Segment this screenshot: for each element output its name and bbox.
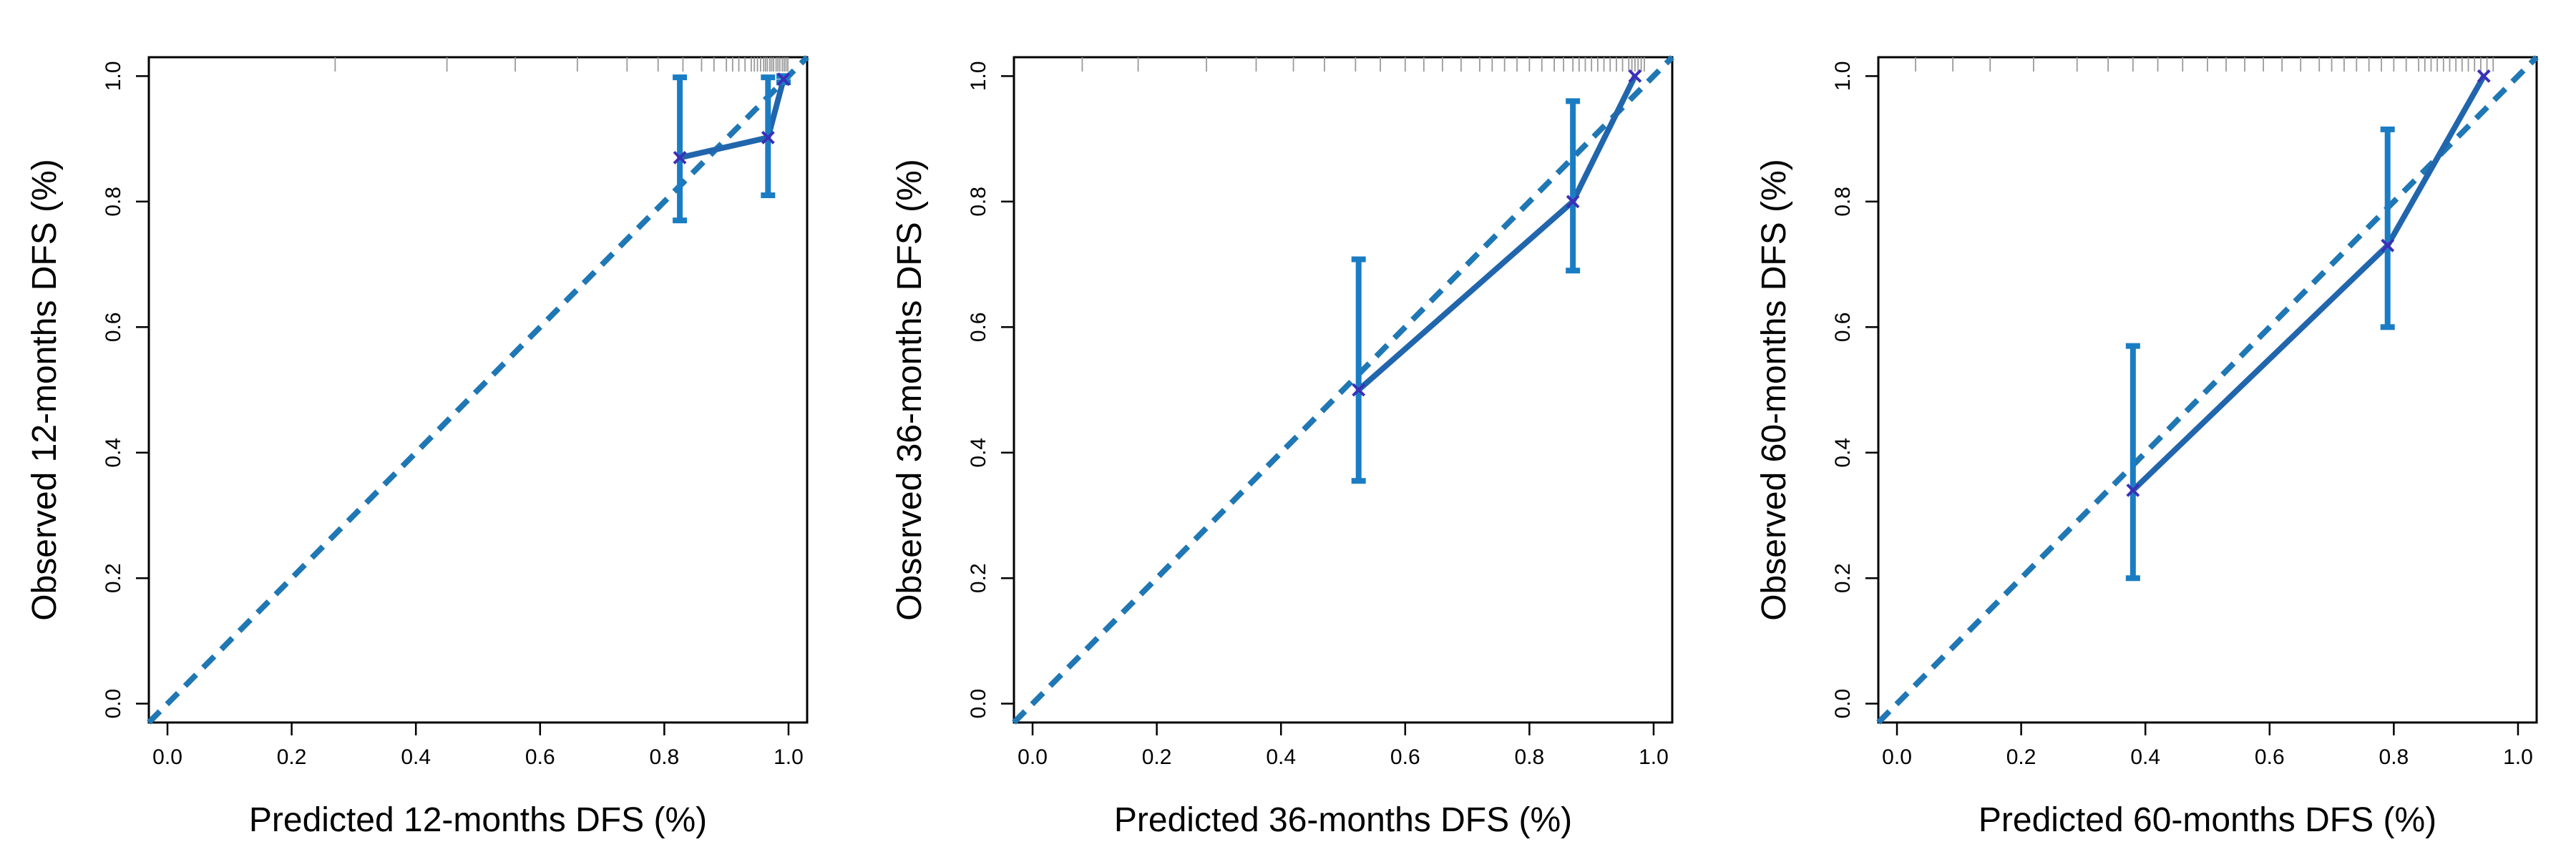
plot-frame	[147, 56, 809, 724]
y-tick-label: 0.0	[1831, 689, 1855, 719]
x-axis-title: Predicted 60-months DFS (%)	[1979, 801, 2436, 839]
reference-line	[147, 55, 809, 725]
calibration-point	[1566, 195, 1580, 209]
y-tick-label: 0.0	[102, 689, 125, 719]
calibration-point	[776, 72, 791, 87]
y-tick-label: 0.4	[102, 438, 125, 468]
calibration-line	[1357, 74, 1638, 393]
chart-panel-3: 0.0 0.2 0.4 0.6 0.8 1.0 0.0 0.2 0.4 0.6 0.8 1.0 Pred…	[1755, 55, 2539, 839]
chart-panel-2: 0.0 0.2 0.4 0.6 0.8 1.0 0.0 0.2 0.4 0.6 0.8 1.0 Pred…	[891, 55, 1674, 839]
x-tick-label: 0.8	[1515, 745, 1545, 769]
reference-line	[1012, 55, 1674, 725]
plot-frame	[1013, 56, 1674, 724]
y-tick-label: 0.8	[102, 187, 125, 217]
calibration-point	[673, 150, 687, 165]
calibration-point	[1628, 69, 1642, 83]
x-tick-label: 0.8	[650, 745, 680, 769]
x-tick-label: 0.0	[152, 745, 182, 769]
y-axis-title: Observed 36-months DFS (%)	[891, 159, 929, 621]
y-tick-label: 0.0	[967, 689, 990, 719]
x-tick-label: 0.4	[401, 745, 431, 769]
y-tick-label: 0.8	[967, 187, 990, 217]
y-tick-label: 0.4	[967, 438, 990, 468]
y-tick-label: 0.6	[1831, 312, 1855, 342]
x-tick-label: 1.0	[2503, 745, 2533, 769]
y-tick-label: 0.6	[102, 312, 125, 342]
calibration-point	[2381, 238, 2395, 253]
y-axis-title: Observed 12-months DFS (%)	[26, 159, 64, 621]
y-tick-label: 0.2	[967, 563, 990, 593]
x-tick-label: 0.0	[1882, 745, 1912, 769]
y-axis-title: Observed 60-months DFS (%)	[1755, 159, 1793, 621]
x-tick-label: 0.8	[2379, 745, 2409, 769]
x-tick-label: 1.0	[1639, 745, 1669, 769]
x-axis-title: Predicted 12-months DFS (%)	[249, 801, 707, 839]
y-tick-label: 0.2	[1831, 563, 1855, 593]
reference-line	[1876, 55, 2539, 725]
calibration-point	[1352, 383, 1366, 397]
chart-panel-1: 0.0 0.2 0.4 0.6 0.8 1.0 0.0 0.2 0.4 0.6 0.8 1.0 Pred…	[26, 55, 809, 839]
x-tick-label: 0.2	[2006, 745, 2036, 769]
y-tick-label: 0.8	[1831, 187, 1855, 217]
y-tick-label: 1.0	[102, 61, 125, 91]
x-tick-label: 0.4	[2130, 745, 2160, 769]
x-tick-label: 0.4	[1266, 745, 1296, 769]
x-axis-title: Predicted 36-months DFS (%)	[1114, 801, 1572, 839]
y-tick-label: 0.2	[102, 563, 125, 593]
y-tick-label: 0.4	[1831, 438, 1855, 468]
calibration-point	[761, 130, 775, 145]
x-tick-label: 0.6	[2255, 745, 2285, 769]
x-tick-label: 0.2	[277, 745, 307, 769]
calibration-point	[2477, 69, 2491, 83]
x-tick-label: 0.6	[525, 745, 555, 769]
x-tick-label: 0.2	[1142, 745, 1172, 769]
y-tick-label: 0.6	[967, 312, 990, 342]
x-tick-label: 0.6	[1390, 745, 1420, 769]
calibration-point	[2126, 483, 2140, 497]
x-tick-label: 1.0	[774, 745, 804, 769]
y-tick-label: 1.0	[1831, 61, 1855, 91]
x-tick-label: 0.0	[1018, 745, 1048, 769]
y-tick-label: 1.0	[967, 61, 990, 91]
calibration-line	[2131, 74, 2487, 493]
